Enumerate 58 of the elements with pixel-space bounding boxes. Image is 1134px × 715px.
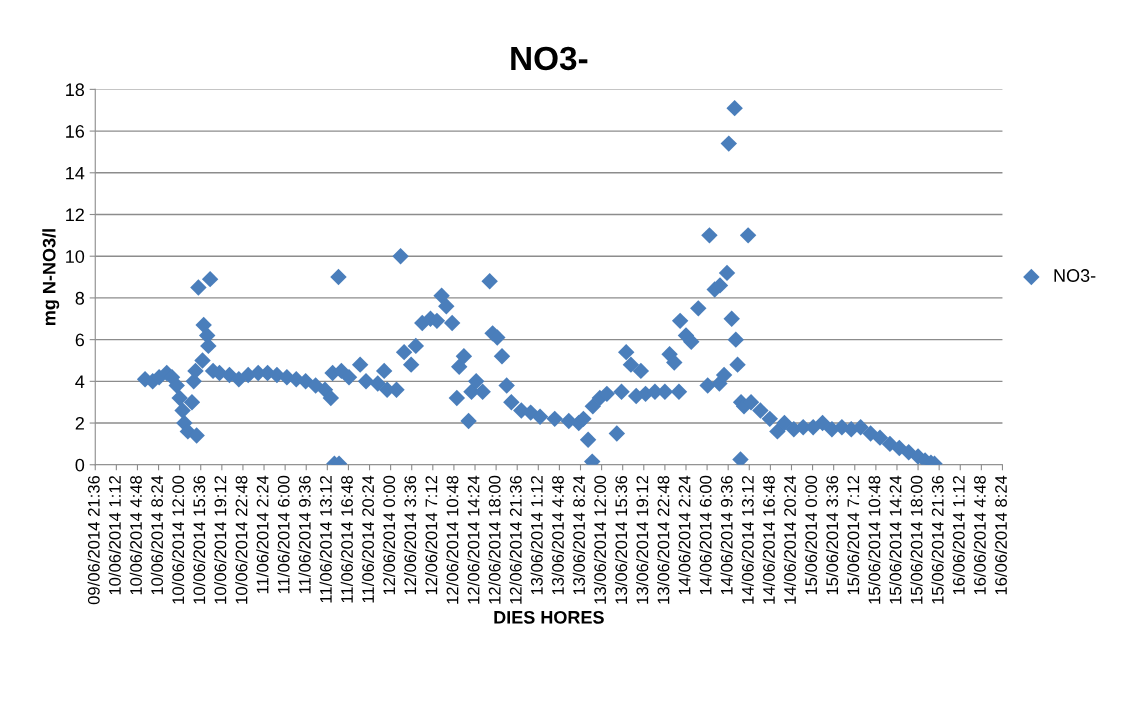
- x-tick-label: 12/06/2014 7:12: [425, 475, 438, 595]
- x-tick-label: 12/06/2014 3:36: [403, 475, 417, 595]
- x-tick-label: 11/06/2014 9:36: [298, 475, 311, 594]
- y-axis-title: mg N-NO3/l: [42, 229, 60, 326]
- x-tick-label: 10/06/2014 8:24: [150, 475, 164, 595]
- x-tick-label: 15/06/2014 21:36: [931, 475, 944, 604]
- x-tick-label: 14/06/2014 13:12: [741, 475, 754, 604]
- x-tick-label: 12/06/2014 0:00: [382, 475, 396, 595]
- x-tick-label: 10/06/2014 12:00: [171, 475, 185, 604]
- x-tick-label: 13/06/2014 4:48: [551, 475, 564, 595]
- x-tick-label: 14/06/2014 2:24: [678, 475, 691, 595]
- x-tick-label: 13/06/2014 19:12: [636, 475, 649, 604]
- x-tick-label: 13/06/2014 8:24: [572, 475, 585, 595]
- x-tick-label: 11/06/2014 6:00: [277, 475, 290, 594]
- x-tick-label: 13/06/2014 12:00: [593, 475, 607, 604]
- x-tick-label: 10/06/2014 1:12: [108, 475, 121, 595]
- x-tick-label: 13/06/2014 15:36: [614, 475, 628, 604]
- x-tick-label: 12/06/2014 10:48: [446, 475, 459, 604]
- x-tick-label: 10/06/2014 15:36: [192, 475, 206, 604]
- x-tick-label: 11/06/2014 16:48: [340, 475, 353, 603]
- chart-title: NO3-: [511, 46, 588, 71]
- x-tick-label: 16/06/2014 4:48: [973, 475, 986, 595]
- x-tick-label: 14/06/2014 16:48: [762, 475, 775, 604]
- x-tick-label: 12/06/2014 21:36: [509, 475, 522, 604]
- y-tick-label: 16: [66, 125, 85, 138]
- x-tick-label: 11/06/2014 20:24: [361, 475, 374, 603]
- x-tick-label: 15/06/2014 14:24: [889, 475, 902, 604]
- x-tick-label: 15/06/2014 10:48: [868, 475, 881, 604]
- x-tick-label: 14/06/2014 6:00: [699, 475, 712, 595]
- x-tick-label: 15/06/2014 0:00: [804, 475, 818, 595]
- x-tick-label: 16/06/2014 8:24: [994, 475, 1007, 595]
- x-tick-label: 14/06/2014 9:36: [720, 475, 733, 595]
- x-tick-label: 12/06/2014 14:24: [467, 475, 480, 604]
- y-tick-label: 18: [66, 83, 85, 97]
- x-tick-label: 10/06/2014 19:12: [214, 475, 227, 604]
- x-tick-label: 16/06/2014 1:12: [952, 475, 965, 595]
- y-tick-label: 14: [66, 166, 85, 180]
- x-axis-title: DIES HORES: [494, 610, 604, 624]
- y-tick-label: 0: [75, 458, 85, 472]
- x-tick-label: 10/06/2014 4:48: [129, 475, 142, 595]
- y-tick-label: 2: [75, 416, 84, 430]
- x-tick-label: 13/06/2014 22:48: [657, 475, 670, 604]
- y-tick-label: 12: [66, 208, 84, 222]
- legend-label: NO3-: [1054, 269, 1096, 282]
- x-tick-label: 11/06/2014 13:12: [319, 475, 332, 603]
- y-tick-label: 8: [75, 291, 85, 305]
- x-tick-label: 13/06/2014 1:12: [530, 475, 543, 595]
- x-tick-label: 09/06/2014 21:36: [87, 475, 100, 605]
- x-tick-label: 11/06/2014 2:24: [256, 475, 269, 594]
- y-tick-label: 6: [75, 333, 85, 347]
- y-tick-label: 4: [75, 375, 85, 388]
- y-tick-label: 10: [66, 250, 85, 263]
- x-tick-label: 10/06/2014 22:48: [235, 475, 248, 604]
- x-tick-label: 12/06/2014 18:00: [488, 475, 501, 604]
- x-tick-label: 15/06/2014 3:36: [825, 475, 839, 595]
- x-tick-label: 14/06/2014 20:24: [783, 475, 796, 604]
- x-tick-label: 15/06/2014 18:00: [910, 475, 923, 604]
- x-tick-label: 15/06/2014 7:12: [847, 475, 860, 595]
